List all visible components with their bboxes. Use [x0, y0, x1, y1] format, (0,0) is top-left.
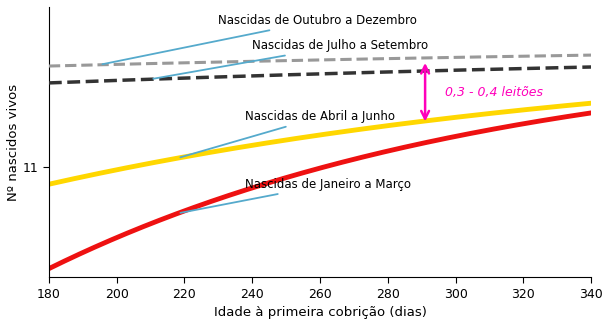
Text: Nascidas de Outubro a Dezembro: Nascidas de Outubro a Dezembro [102, 14, 417, 64]
Text: Nascidas de Julho a Setembro: Nascidas de Julho a Setembro [153, 39, 428, 79]
Y-axis label: Nº nascidos vivos: Nº nascidos vivos [7, 83, 20, 200]
Text: Nascidas de Janeiro a Março: Nascidas de Janeiro a Março [181, 178, 412, 213]
Text: 0,3 - 0,4 leitões: 0,3 - 0,4 leitões [445, 86, 544, 99]
Text: Nascidas de Abril a Junho: Nascidas de Abril a Junho [181, 110, 395, 157]
X-axis label: Idade à primeira cobrição (dias): Idade à primeira cobrição (dias) [214, 306, 426, 319]
